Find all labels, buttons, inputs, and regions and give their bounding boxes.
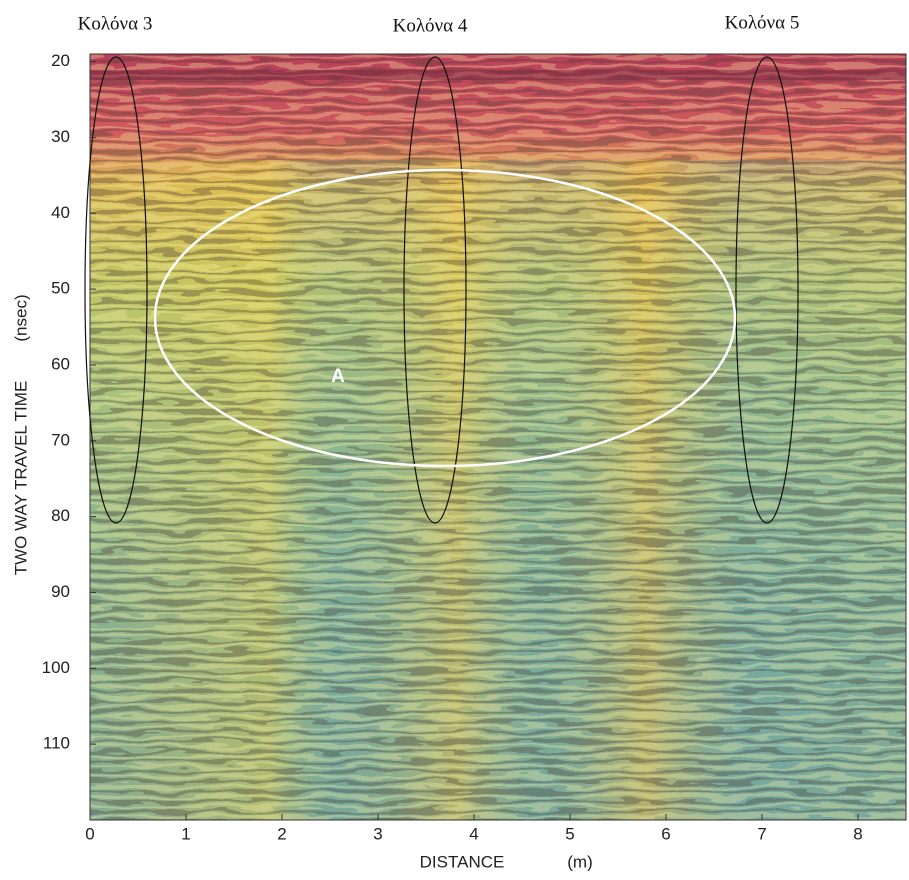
x-tick-label: 5	[565, 824, 574, 843]
x-tick-label: 2	[277, 824, 286, 843]
y-tick-label: 20	[51, 51, 70, 70]
annotation: Κολόνα 5	[725, 12, 800, 33]
y-tick-label: 90	[51, 582, 70, 601]
y-tick-label: 80	[51, 506, 70, 525]
annotation: Κολόνα 3	[78, 13, 153, 34]
x-tick-label: 1	[181, 824, 190, 843]
x-tick-label: 3	[373, 824, 382, 843]
x-tick-label: 0	[85, 824, 94, 843]
annotation: Κολόνα 4	[393, 15, 468, 36]
column-marker	[84, 56, 148, 524]
y-axis-label: TWO WAY TRAVEL TIME	[11, 381, 30, 576]
annotation: A	[331, 366, 345, 387]
y-tick-label: 50	[51, 279, 70, 298]
plot-frame	[89, 53, 907, 821]
y-tick-label: 70	[51, 430, 70, 449]
y-tick-label: 30	[51, 127, 70, 146]
column-marker	[735, 56, 799, 524]
x-axis-unit: (m)	[567, 852, 592, 871]
column-marker	[403, 56, 467, 524]
x-tick-label: 6	[661, 824, 670, 843]
y-tick-label: 110	[43, 734, 70, 753]
y-tick-label: 40	[51, 203, 70, 222]
x-axis-label: DISTANCE	[420, 852, 505, 871]
x-tick-label: 8	[853, 824, 862, 843]
x-tick-label: 7	[757, 824, 766, 843]
x-tick-label: 4	[469, 824, 478, 843]
y-tick-label: 100	[42, 658, 70, 677]
zone-marker	[153, 168, 737, 468]
y-axis-unit: (nsec)	[11, 294, 30, 341]
y-tick-label: 60	[51, 354, 70, 373]
radargram-image	[90, 54, 906, 820]
